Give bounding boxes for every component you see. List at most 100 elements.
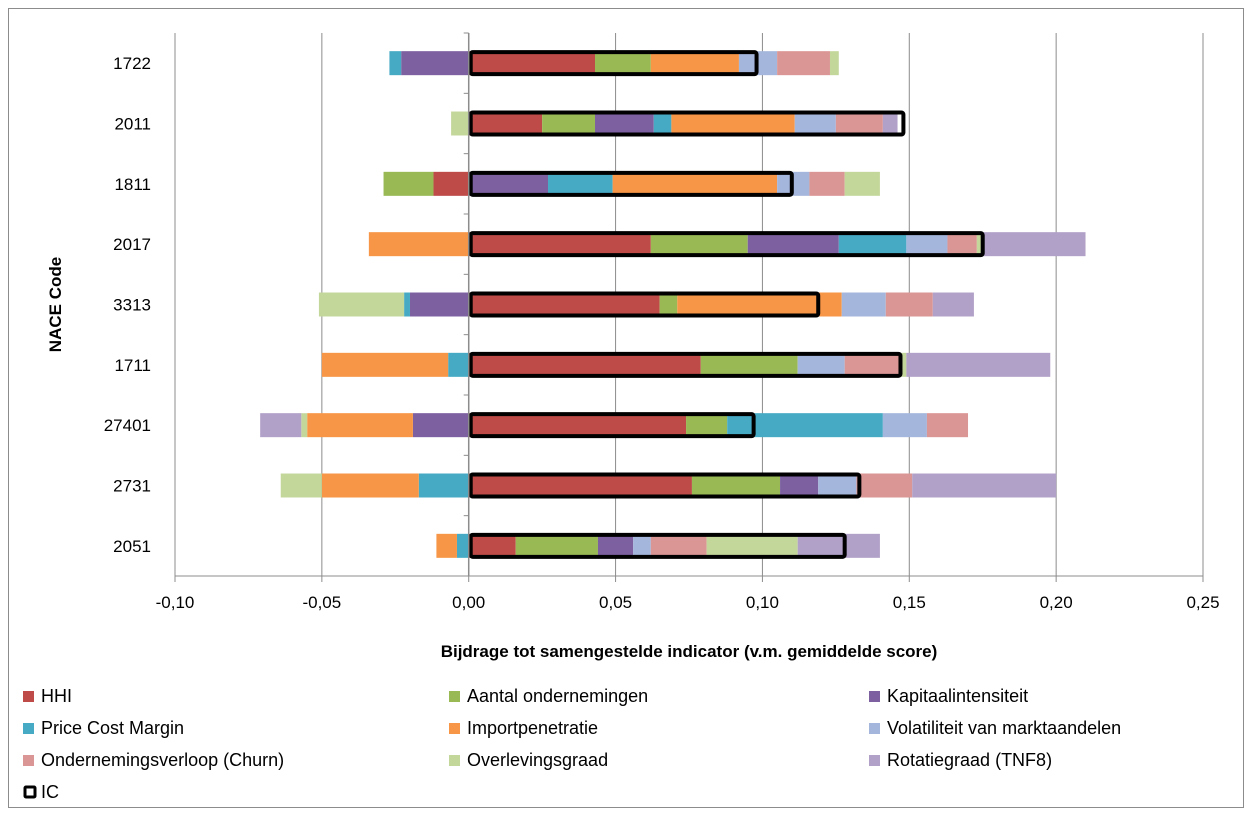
bar-overlevingsgraad-2017 [976, 232, 983, 257]
axes: -0,10 -0,05 0,00 0,05 0,10 0,15 0,20 0,25 1722 20… [104, 32, 1220, 612]
bar-importpenetratie-27401 [307, 413, 413, 438]
y-axis-title: NACE Code [46, 257, 65, 352]
legend-swatch-volatiliteit-van-marktaandelen [869, 723, 880, 734]
x-tick-label: 0,15 [893, 593, 926, 612]
bar-aantal-ondernemingen-1722 [595, 51, 651, 76]
bar-volatiliteit-van-marktaandelen-1711 [797, 352, 845, 377]
bar-kapitaalintensiteit-2731 [780, 473, 819, 498]
legend-swatch-aantal-ondernemingen [449, 691, 460, 702]
legend-label-kapitaalintensiteit: Kapitaalintensiteit [887, 686, 1028, 706]
y-tick-label: 1711 [114, 356, 151, 375]
bar-kapitaalintensiteit-1811 [468, 171, 549, 196]
bar-price-cost-margin-1722 [389, 51, 402, 76]
x-tick-label: 0,10 [746, 593, 779, 612]
ic-outlines [468, 50, 985, 559]
bar-hhi-1722 [468, 51, 596, 76]
legend-swatch-price-cost-margin [23, 723, 34, 734]
bar-hhi-27401 [468, 413, 687, 438]
bar-importpenetratie-2731 [321, 473, 419, 498]
bar-overlevingsgraad-3313 [318, 292, 405, 317]
legend-label-aantal-ondernemingen: Aantal ondernemingen [467, 686, 648, 706]
bar-aantal-ondernemingen-2051 [515, 533, 598, 558]
bar-volatiliteit-van-marktaandelen-2017 [906, 232, 948, 257]
bar-importpenetratie-2017 [368, 232, 469, 257]
bar-kapitaalintensiteit-3313 [409, 292, 469, 317]
legend-label-hhi: HHI [41, 686, 72, 706]
bar-overlevingsgraad-1711 [900, 352, 907, 377]
bar-importpenetratie-1711 [321, 352, 449, 377]
bar-hhi-2731 [468, 473, 692, 498]
bar-kapitaalintensiteit-2011 [595, 111, 654, 136]
bar-kapitaalintensiteit-27401 [412, 413, 469, 438]
y-tick-label: 1722 [113, 54, 151, 73]
bar-aantal-ondernemingen-2011 [542, 111, 596, 136]
ic-outline-2731 [468, 472, 862, 499]
ic-outline-1722 [468, 50, 759, 77]
bar-volatiliteit-van-marktaandelen-2731 [818, 473, 857, 498]
bar-rotatiegraad-tnf8-2011 [882, 111, 898, 136]
bar-price-cost-margin-27401 [727, 413, 883, 438]
legend-label-ic: IC [41, 782, 59, 802]
y-tick-label: 2051 [113, 537, 151, 556]
bar-rotatiegraad-tnf8-1711 [906, 352, 1051, 377]
bar-overlevingsgraad-2051 [706, 533, 798, 558]
y-tick-label: 3313 [113, 296, 151, 315]
bar-aantal-ondernemingen-1811 [383, 171, 434, 196]
y-tick-label: 2731 [113, 477, 151, 496]
legend-swatch-ondernemingsverloop-churn [23, 755, 34, 766]
x-tick-label: 0,25 [1186, 593, 1219, 612]
bar-aantal-ondernemingen-2731 [691, 473, 781, 498]
bar-ondernemingsverloop-churn-3313 [885, 292, 933, 317]
bar-rotatiegraad-tnf8-2731 [912, 473, 1057, 498]
bar-importpenetratie-2011 [671, 111, 795, 136]
legend-label-ondernemingsverloop-churn: Ondernemingsverloop (Churn) [41, 750, 284, 770]
bar-hhi-2011 [468, 111, 543, 136]
bar-importpenetratie-1722 [650, 51, 739, 76]
ic-outline-27401 [468, 412, 756, 439]
legend-label-price-cost-margin: Price Cost Margin [41, 718, 184, 738]
stacked-bar-chart: -0,10 -0,05 0,00 0,05 0,10 0,15 0,20 0,25 1722 20… [23, 32, 1220, 802]
chart-frame: -0,10 -0,05 0,00 0,05 0,10 0,15 0,20 0,25 1722 20… [8, 8, 1244, 808]
bar-price-cost-margin-2011 [653, 111, 672, 136]
bar-rotatiegraad-tnf8-27401 [260, 413, 302, 438]
x-tick-label: -0,05 [302, 593, 341, 612]
bar-hhi-3313 [468, 292, 660, 317]
bar-volatiliteit-van-marktaandelen-2051 [633, 533, 651, 558]
bar-aantal-ondernemingen-3313 [659, 292, 678, 317]
bar-overlevingsgraad-27401 [301, 413, 308, 438]
bar-ondernemingsverloop-churn-2011 [835, 111, 883, 136]
bar-volatiliteit-van-marktaandelen-27401 [882, 413, 927, 438]
legend-label-importpenetratie: Importpenetratie [467, 718, 598, 738]
bar-ondernemingsverloop-churn-1811 [809, 171, 845, 196]
bar-overlevingsgraad-1722 [829, 51, 839, 76]
legend-label-overlevingsgraad: Overlevingsgraad [467, 750, 608, 770]
legend-label-volatiliteit-van-marktaandelen: Volatiliteit van marktaandelen [887, 718, 1121, 738]
bar-price-cost-margin-2731 [418, 473, 469, 498]
bar-aantal-ondernemingen-1711 [700, 352, 798, 377]
ic-outline-1711 [468, 351, 903, 378]
bar-importpenetratie-1811 [612, 171, 778, 196]
bar-kapitaalintensiteit-1722 [401, 51, 469, 76]
x-tick-label: 0,05 [599, 593, 632, 612]
bar-ondernemingsverloop-churn-1722 [777, 51, 830, 76]
legend-swatch-kapitaalintensiteit [869, 691, 880, 702]
bar-overlevingsgraad-2731 [280, 473, 322, 498]
x-tick-label: -0,10 [156, 593, 195, 612]
bar-kapitaalintensiteit-2051 [597, 533, 634, 558]
bar-ondernemingsverloop-churn-27401 [926, 413, 969, 438]
x-tick-label: 0,00 [452, 593, 485, 612]
bar-overlevingsgraad-2011 [451, 111, 469, 136]
y-tick-label: 2017 [113, 235, 151, 254]
bar-ondernemingsverloop-churn-1711 [844, 352, 901, 377]
bar-price-cost-margin-2051 [456, 533, 469, 558]
bar-hhi-2051 [468, 533, 516, 558]
bar-hhi-1711 [468, 352, 701, 377]
ic-outline-1811 [468, 170, 794, 197]
bar-rotatiegraad-tnf8-3313 [932, 292, 974, 317]
bar-kapitaalintensiteit-2017 [747, 232, 839, 257]
bar-overlevingsgraad-1811 [844, 171, 880, 196]
bar-aantal-ondernemingen-2017 [650, 232, 748, 257]
ic-outline-2011 [468, 110, 906, 137]
ic-outline-3313 [468, 291, 821, 318]
bar-hhi-2017 [468, 232, 651, 257]
